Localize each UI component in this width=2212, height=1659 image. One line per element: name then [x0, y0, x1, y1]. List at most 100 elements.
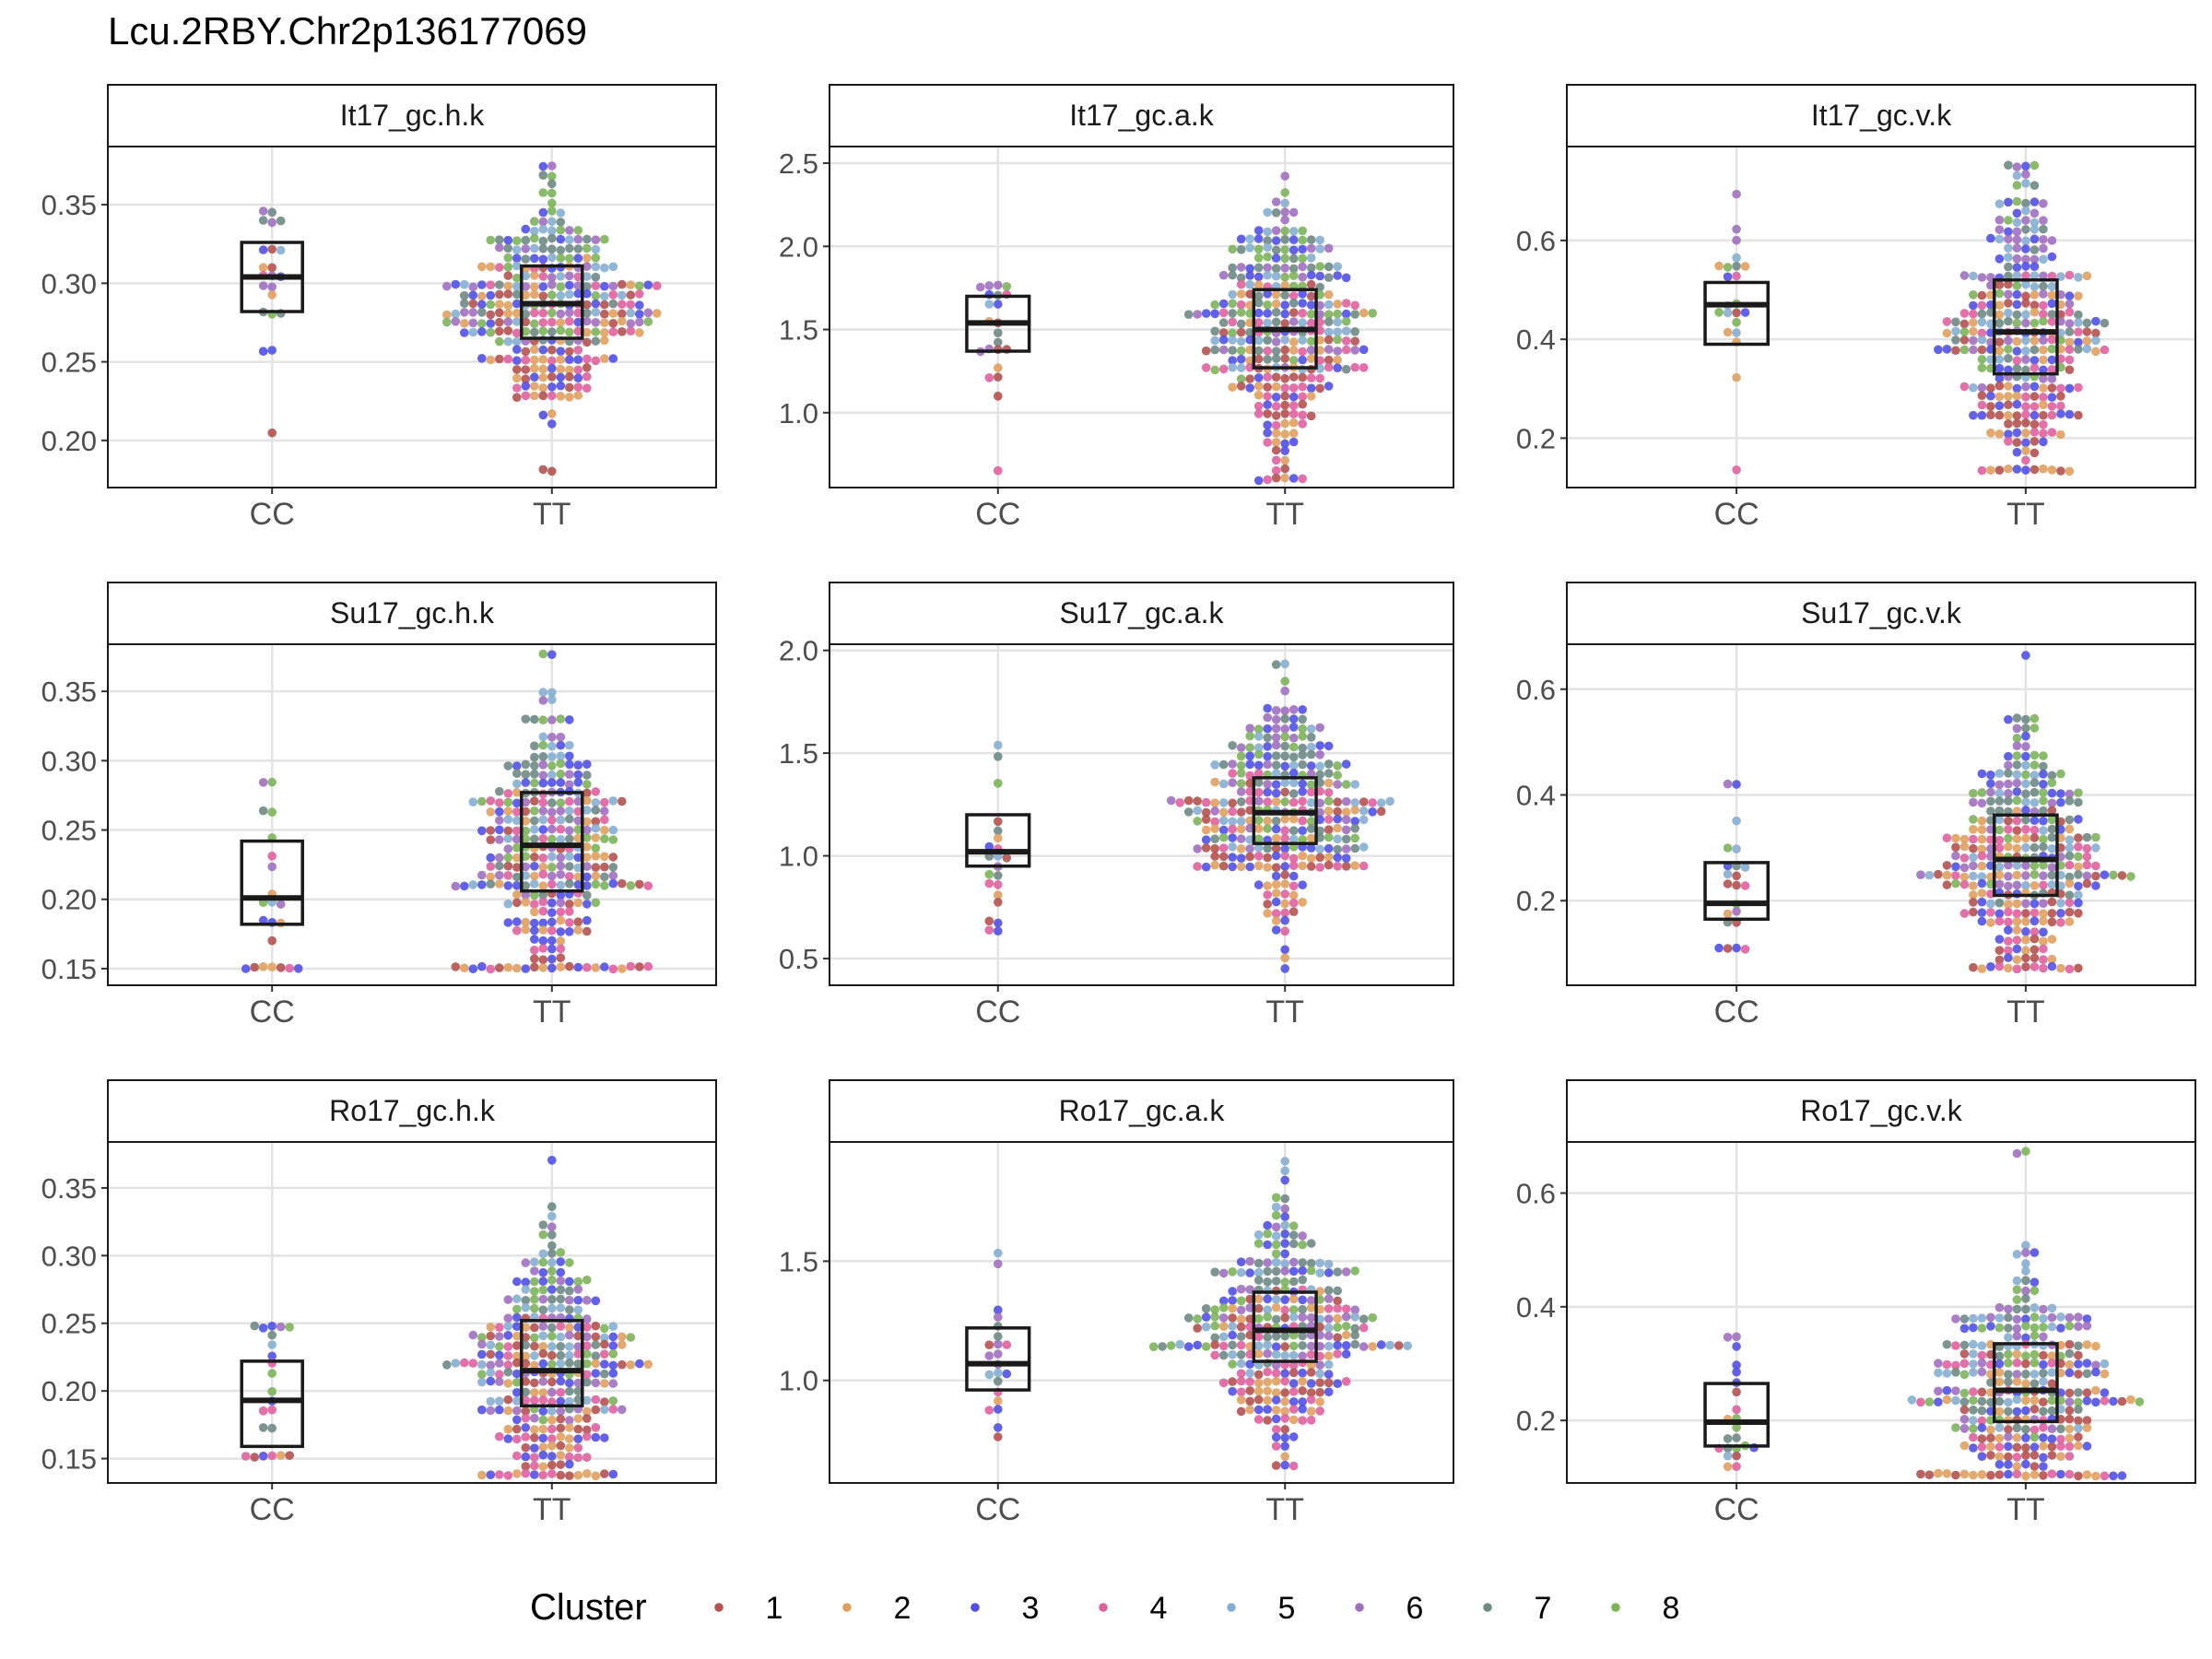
data-point	[1723, 909, 1733, 919]
data-point	[503, 1424, 513, 1434]
data-point	[1341, 1267, 1351, 1277]
data-point	[591, 863, 601, 872]
data-point	[276, 245, 286, 255]
data-point	[1280, 429, 1289, 439]
data-point	[1732, 262, 1741, 271]
data-point	[2012, 880, 2022, 890]
data-point	[1341, 815, 1351, 825]
data-point	[1341, 825, 1351, 835]
data-point	[1280, 706, 1289, 715]
data-point	[1218, 364, 1229, 374]
data-point	[2091, 1341, 2100, 1351]
data-point	[1315, 741, 1324, 750]
data-point	[600, 815, 609, 825]
data-point	[1218, 1322, 1229, 1331]
data-point	[626, 1360, 636, 1370]
data-point	[2065, 1339, 2075, 1349]
data-point	[547, 863, 557, 872]
data-point	[565, 226, 574, 235]
data-point	[2091, 328, 2100, 338]
data-point	[582, 1377, 592, 1387]
data-point	[2056, 1469, 2065, 1479]
data-point	[1263, 752, 1272, 761]
box	[1703, 861, 1770, 922]
data-point	[1977, 888, 1987, 898]
data-point	[2030, 833, 2040, 842]
data-point	[2004, 1432, 2013, 1441]
data-point	[460, 319, 469, 328]
data-point	[1298, 1265, 1307, 1276]
data-point	[2039, 1323, 2048, 1332]
data-point	[486, 280, 496, 290]
data-point	[2012, 1442, 2022, 1453]
data-point	[538, 1450, 548, 1460]
data-point	[486, 1323, 496, 1332]
y-tick-label: 0.6	[1516, 225, 1556, 257]
data-point	[1288, 714, 1299, 724]
data-point	[1193, 796, 1202, 806]
data-point	[486, 826, 496, 835]
data-point	[582, 1425, 592, 1435]
data-point	[1298, 1240, 1307, 1250]
data-point	[2039, 834, 2048, 844]
data-point	[591, 307, 601, 317]
data-point	[1253, 1415, 1264, 1424]
data-point	[1324, 853, 1334, 862]
data-point	[1228, 1359, 1237, 1369]
x-tick-label: TT	[2006, 1492, 2045, 1527]
data-point	[1298, 1304, 1307, 1314]
data-point	[1201, 309, 1211, 318]
data-point	[565, 372, 574, 382]
data-point	[1341, 326, 1351, 335]
data-point	[626, 290, 636, 300]
strip-label: Ro17_gc.h.k	[329, 1094, 496, 1127]
data-point	[1368, 1312, 1377, 1323]
data-point	[565, 918, 574, 927]
data-point	[2082, 1369, 2092, 1379]
data-point	[2056, 789, 2065, 798]
data-point	[565, 759, 574, 770]
data-point	[538, 853, 548, 863]
data-point	[1969, 1339, 1978, 1349]
data-point	[984, 300, 994, 309]
data-point	[608, 1469, 618, 1479]
data-point	[1288, 271, 1299, 281]
data-point	[1942, 870, 1952, 880]
data-point	[556, 1460, 566, 1469]
data-point	[477, 961, 487, 971]
data-point	[2074, 1405, 2083, 1414]
data-point	[1723, 327, 1733, 337]
data-point	[1271, 1432, 1281, 1442]
data-point	[591, 1432, 601, 1442]
data-point	[565, 1434, 574, 1443]
data-point	[503, 336, 513, 347]
data-point	[573, 382, 583, 392]
data-point	[1183, 795, 1194, 806]
data-point	[1228, 270, 1237, 280]
data-point	[608, 354, 618, 363]
data-point	[451, 309, 461, 319]
legend-key	[1099, 1603, 1108, 1612]
data-point	[1228, 1303, 1237, 1313]
data-point	[512, 843, 522, 853]
data-point	[530, 806, 539, 816]
data-point	[538, 161, 548, 171]
data-point	[1280, 1230, 1289, 1239]
data-point	[1280, 826, 1289, 835]
data-point	[1271, 916, 1281, 925]
data-point	[582, 926, 592, 936]
data-point	[600, 1339, 609, 1349]
data-point	[1271, 1231, 1281, 1241]
data-point	[2012, 181, 2022, 190]
data-point	[2012, 1469, 2022, 1479]
data-point	[1333, 327, 1342, 337]
data-point	[1723, 1462, 1733, 1472]
data-point	[1994, 1460, 2005, 1469]
data-point	[1994, 806, 2005, 816]
data-point	[1236, 234, 1246, 244]
data-point	[2047, 1441, 2057, 1452]
data-point	[1994, 870, 2005, 880]
data-point	[1271, 208, 1281, 218]
data-point	[2039, 842, 2048, 852]
data-point	[2039, 1471, 2048, 1480]
